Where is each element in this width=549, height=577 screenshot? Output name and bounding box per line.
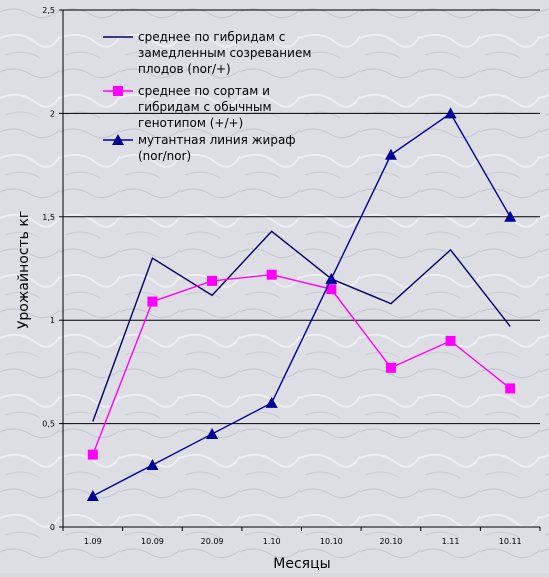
y-axis-title: Урожайность кг xyxy=(16,211,32,329)
legend-entry: среднее по гибридам с замедленным созрева… xyxy=(103,30,311,76)
x-axis-title: Месяцы xyxy=(273,556,330,572)
y-tick-label: 1 xyxy=(50,316,55,325)
data-point xyxy=(445,335,456,346)
x-tick-label: 20.09 xyxy=(201,537,224,546)
data-point xyxy=(384,148,397,160)
series-1 xyxy=(92,230,511,422)
data-point xyxy=(326,284,337,295)
x-tick-label: 10.11 xyxy=(499,537,522,546)
data-point xyxy=(86,489,99,501)
data-point xyxy=(207,275,218,286)
data-point xyxy=(504,210,517,222)
series-line xyxy=(92,112,511,497)
legend-swatch-marker xyxy=(112,134,124,145)
data-point xyxy=(146,458,159,470)
data-point xyxy=(147,296,158,307)
x-tick-label: 1.10 xyxy=(263,537,281,546)
x-tick-label: 10.09 xyxy=(141,537,164,546)
legend-label: среднее по сортам и xyxy=(138,84,270,98)
y-tick-label: 0,5 xyxy=(42,420,55,429)
legend-swatch-marker xyxy=(113,86,123,96)
legend-label: гибридам с обычным xyxy=(138,100,272,114)
data-point xyxy=(266,269,277,280)
x-tick-label: 1.11 xyxy=(442,537,460,546)
y-tick-label: 0 xyxy=(50,523,55,532)
series-3 xyxy=(86,107,517,501)
data-point xyxy=(505,383,516,394)
legend-label: мутантная линия жираф xyxy=(138,133,296,147)
data-point xyxy=(87,449,98,460)
legend-entry: среднее по сортам и гибридам с обычным ген… xyxy=(103,84,272,130)
x-tick-label: 20.10 xyxy=(379,537,402,546)
x-tick-label: 1.09 xyxy=(84,537,102,546)
data-point xyxy=(385,362,396,373)
legend-label: генотипом (+/+) xyxy=(138,116,243,130)
data-point xyxy=(265,396,278,408)
series-line xyxy=(92,230,511,422)
legend-label: среднее по гибридам с xyxy=(138,30,285,44)
legend-label: замедленным созреванием xyxy=(138,46,311,60)
legend-label: плодов (nor/+) xyxy=(138,62,231,76)
data-point xyxy=(444,107,457,119)
series-line xyxy=(92,273,511,455)
y-tick-label: 1,5 xyxy=(42,213,55,222)
y-tick-label: 2 xyxy=(50,109,55,118)
data-point xyxy=(325,272,338,284)
y-tick-label: 2,5 xyxy=(42,6,55,15)
legend-label: (nor/nor) xyxy=(138,149,191,163)
legend-entry: мутантная линия жираф (nor/nor) xyxy=(103,133,296,163)
x-tick-label: 10.10 xyxy=(320,537,343,546)
series-2 xyxy=(87,269,516,460)
data-point xyxy=(206,427,219,439)
